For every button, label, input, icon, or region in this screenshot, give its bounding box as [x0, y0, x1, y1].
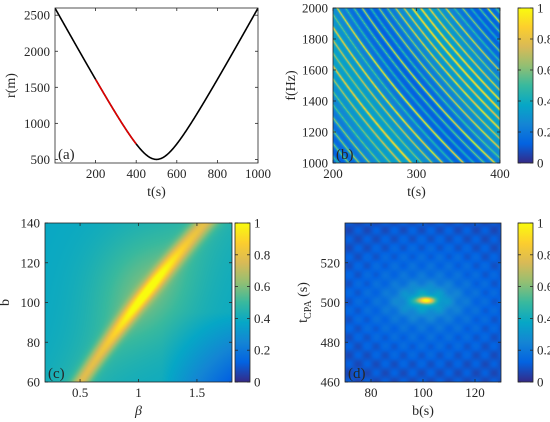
panel-label: (a) — [58, 147, 75, 163]
y-tick-label: 140 — [21, 216, 41, 231]
y-axis-label: tCPA (s) — [296, 282, 314, 323]
y-tick-label: 480 — [321, 335, 341, 350]
colorbar-tick-label: 0.4 — [254, 311, 271, 326]
colorbar-tick-label: 0.4 — [537, 94, 550, 109]
range-curve-segment — [94, 78, 137, 145]
colorbar-tick-label: 1 — [537, 1, 544, 16]
colorbar-tick-label: 0 — [537, 156, 544, 171]
x-axis-label: t(s) — [407, 185, 426, 200]
panel-d: 80 100 120 460 480 500 520 b(s) tCPA (s) (d) — [296, 222, 502, 419]
colorbar-gradient — [234, 222, 251, 383]
colorbar-tick-label: 0.8 — [254, 247, 270, 262]
range-curve — [55, 8, 258, 161]
x-axis-label: t(s) — [147, 185, 166, 200]
colorbar-tick-label: 0.6 — [254, 279, 271, 294]
x-tick-label: 200 — [323, 166, 343, 181]
colorbar-tick-label: 0.2 — [537, 343, 550, 358]
y-tick-label: 1400 — [302, 94, 328, 109]
y-tick-label: 500 — [321, 295, 341, 310]
colorbar-tick-label: 0.6 — [537, 63, 550, 78]
y-tick-label: 1000 — [24, 116, 50, 131]
colorbar-tick-label: 0.8 — [537, 247, 550, 262]
x-tick-label: 600 — [167, 166, 187, 181]
colorbar-tick-label: 0.4 — [537, 311, 550, 326]
colorbar-tick-label: 0 — [254, 375, 261, 390]
heatmap-d — [345, 223, 501, 382]
x-tick-label: 0.5 — [72, 385, 88, 400]
colorbar-tick-label: 0.2 — [254, 343, 270, 358]
x-axis-label: β — [134, 404, 142, 419]
y-tick-label: 500 — [31, 152, 51, 167]
colorbar-d: 0 0.2 0.4 0.6 0.8 1 — [517, 216, 550, 390]
y-tick-label: 460 — [321, 375, 341, 390]
colorbar-tick-label: 0 — [537, 375, 544, 390]
panel-b: 200 300 400 1000 1200 1400 1600 1800 2000 t(s) f(H… — [284, 1, 510, 201]
y-tick-label: 1800 — [302, 32, 328, 47]
x-tick-label: 400 — [126, 166, 146, 181]
panel-label: (b) — [336, 147, 354, 163]
y-tick-label: 2000 — [302, 1, 328, 16]
colorbar-tick-label: 1 — [537, 216, 544, 231]
panel-c: 0.5 1 1.5 60 80 100 120 140 β b (c) — [0, 216, 233, 419]
y-tick-label: 2500 — [24, 8, 50, 23]
panel-a: 200 400 600 800 1000 500 1000 1500 2000 2500 t(s) r… — [4, 7, 271, 200]
colorbar-tick-label: 0.6 — [537, 279, 550, 294]
y-tick-label: 60 — [27, 375, 40, 390]
axes-box — [54, 7, 259, 164]
x-tick-label: 100 — [413, 385, 433, 400]
x-tick-label: 300 — [407, 166, 427, 181]
colorbar-c: 0 0.2 0.4 0.6 0.8 1 — [234, 216, 271, 390]
x-tick-label: 200 — [86, 166, 106, 181]
y-tick-label: 1600 — [302, 63, 328, 78]
x-tick-label: 120 — [465, 385, 485, 400]
x-tick-label: 1000 — [245, 166, 271, 181]
x-tick-label: 1.5 — [189, 385, 205, 400]
colorbar-gradient — [517, 7, 534, 164]
y-tick-label: 1000 — [302, 156, 328, 171]
y-tick-label: 1500 — [24, 80, 50, 95]
panel-label: (d) — [348, 366, 366, 382]
heatmap-b — [333, 8, 500, 163]
x-tick-label: 1 — [135, 385, 142, 400]
y-tick-label: 1200 — [302, 125, 328, 140]
y-axis-label: b — [0, 299, 13, 306]
x-tick-label: 800 — [208, 166, 228, 181]
colorbar-b: 0 0.2 0.4 0.6 0.8 1 — [517, 1, 550, 171]
y-tick-label: 120 — [21, 255, 41, 270]
y-tick-label: 80 — [27, 335, 40, 350]
y-tick-label: 2000 — [24, 44, 50, 59]
colorbar-gradient — [517, 222, 534, 383]
colorbar-tick-label: 0.8 — [537, 32, 550, 47]
x-tick-label: 80 — [365, 385, 378, 400]
colorbar-tick-label: 0.2 — [537, 125, 550, 140]
heatmap-c — [45, 223, 232, 382]
y-tick-label: 520 — [321, 255, 341, 270]
y-axis-label: r(m) — [4, 73, 19, 98]
y-axis-label: f(Hz) — [284, 70, 299, 101]
x-tick-label: 400 — [490, 166, 510, 181]
panel-label: (c) — [48, 366, 65, 382]
y-tick-label: 100 — [21, 295, 41, 310]
colorbar-tick-label: 1 — [254, 216, 261, 231]
x-axis-label: b(s) — [412, 404, 434, 419]
